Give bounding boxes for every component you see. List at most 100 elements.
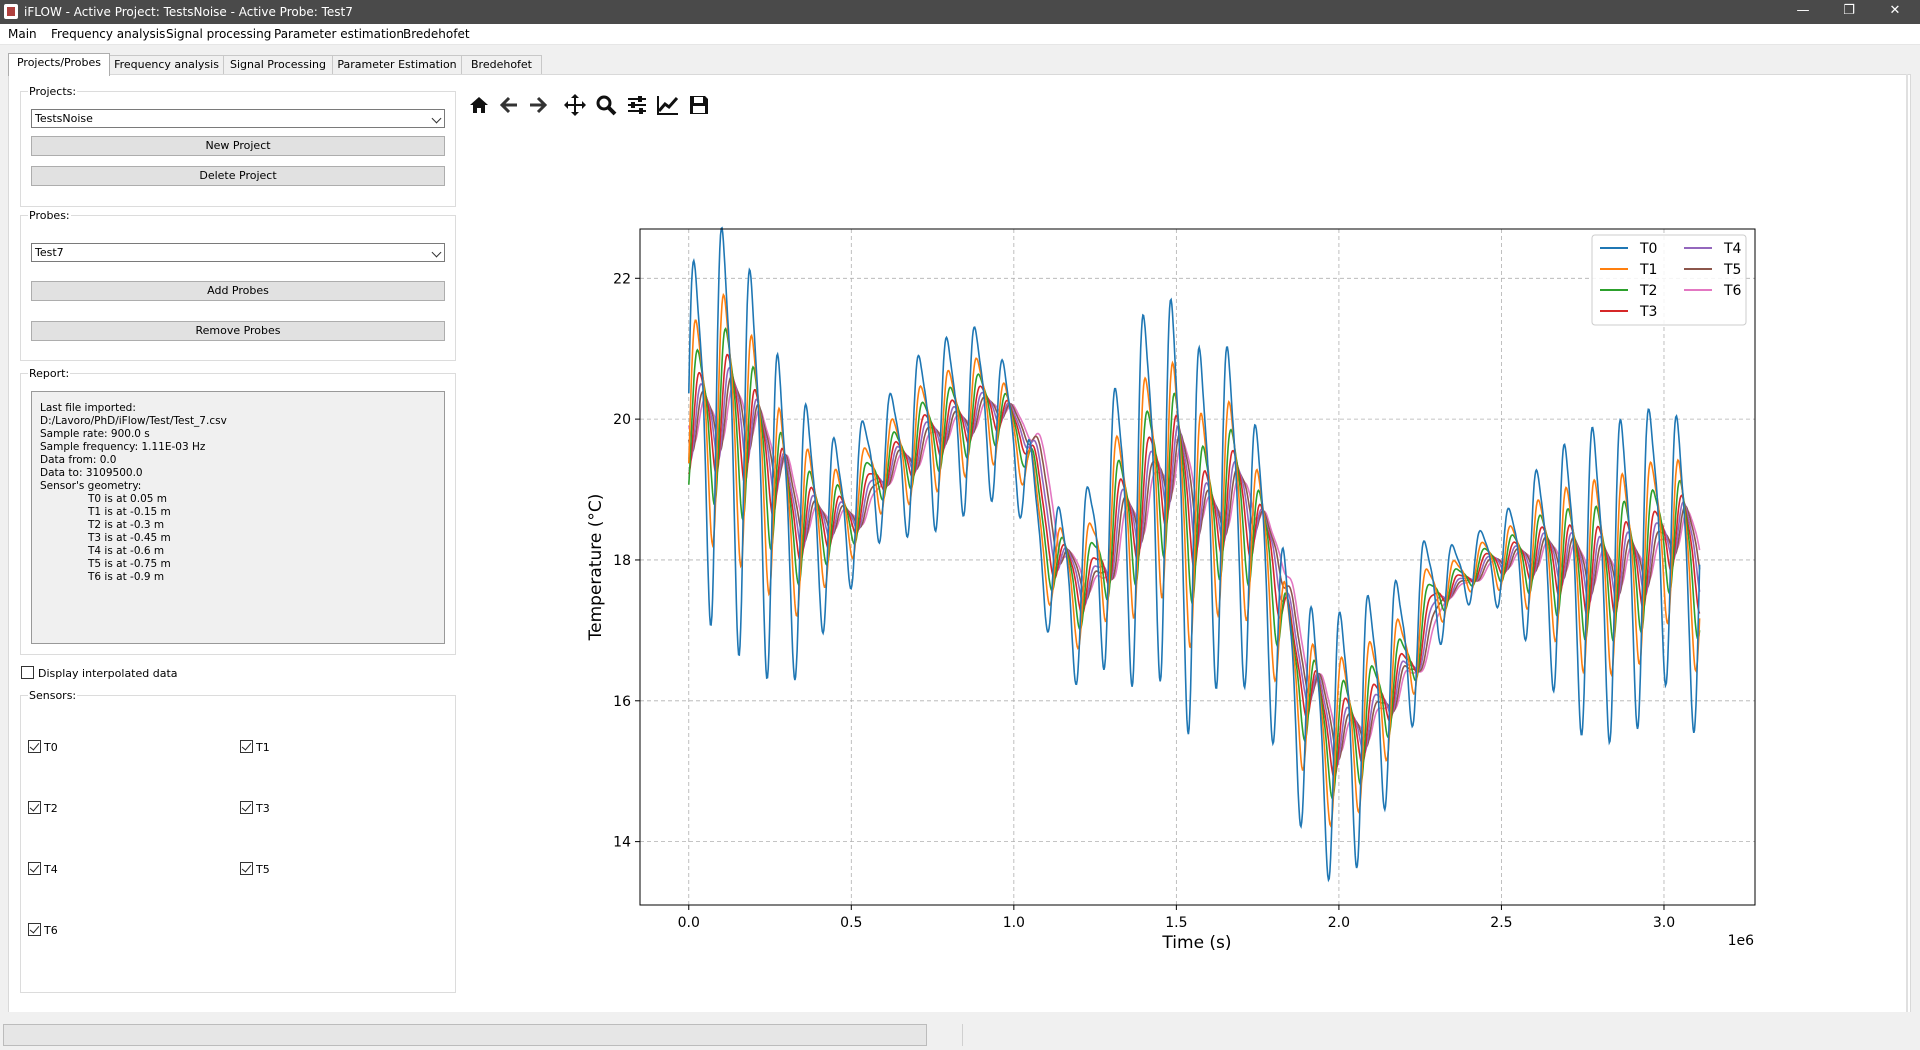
report-geometry-line: T2 is at -0.3 m — [88, 519, 165, 531]
app-icon — [4, 4, 18, 19]
menu-bredehofet[interactable]: Bredehofet — [403, 27, 470, 41]
y-tick-label: 20 — [613, 412, 631, 428]
tab-projects-probes[interactable]: Projects/Probes — [8, 53, 110, 76]
configure-subplots-button[interactable] — [624, 92, 650, 118]
report-line: Sample rate: 900.0 s — [40, 428, 150, 440]
legend-label-t5: T5 — [1723, 262, 1741, 278]
pan-button[interactable] — [562, 92, 588, 118]
title-bar: iFLOW - Active Project: TestsNoise - Act… — [0, 0, 1920, 24]
x-tick-label: 0.5 — [840, 915, 862, 931]
probes-group: Probes: Test7 Add Probes Remove Probes — [20, 209, 456, 361]
legend-label-t6: T6 — [1723, 283, 1742, 299]
zoom-icon — [596, 95, 617, 116]
x-tick-label: 1.0 — [1003, 915, 1025, 931]
sensor-t1-checkbox[interactable] — [240, 740, 253, 753]
status-separator — [962, 1024, 963, 1046]
plot-ticks: 0.0 0.5 1.0 1.5 2.0 2.5 3.0 14 16 18 20 22 — [613, 271, 1675, 931]
sensor-t6-label: T6 — [44, 924, 58, 937]
plot-frame — [639, 228, 1756, 906]
back-button[interactable] — [496, 92, 522, 118]
status-bar — [0, 1012, 1920, 1050]
series-line-t1 — [688, 292, 1701, 828]
plot-legend: T0 T1 T2 T3 T4 T5 T6 — [1591, 234, 1747, 326]
sensor-t5-label: T5 — [256, 863, 270, 876]
y-tick-label: 16 — [613, 694, 631, 710]
sensor-t1-label: T1 — [256, 741, 270, 754]
save-icon — [690, 96, 708, 114]
y-tick-label: 14 — [613, 835, 631, 851]
report-label: Report: — [28, 367, 71, 380]
sensors-group: Sensors: T0 T1 T2 T3 T4 T5 T6 — [20, 689, 456, 993]
sensor-t3-checkbox[interactable] — [240, 801, 253, 814]
maximize-button[interactable]: ❐ — [1843, 3, 1855, 18]
new-project-button[interactable]: New Project — [31, 136, 445, 156]
menu-frequency-analysis[interactable]: Frequency analysis — [51, 27, 166, 41]
sensor-t3-label: T3 — [256, 802, 270, 815]
x-tick-label: 1.5 — [1165, 915, 1187, 931]
sensor-t6-checkbox[interactable] — [28, 923, 41, 936]
window-title: iFLOW - Active Project: TestsNoise - Act… — [24, 5, 353, 19]
add-probes-button[interactable]: Add Probes — [31, 281, 445, 301]
project-selected-value: TestsNoise — [35, 112, 93, 125]
probe-selected-value: Test7 — [35, 246, 64, 259]
home-button[interactable] — [466, 92, 492, 118]
projects-group: Projects: TestsNoise New Project Delete … — [20, 85, 456, 207]
report-geometry-line: T6 is at -0.9 m — [88, 571, 165, 583]
tab-parameter-estimation[interactable]: Parameter Estimation — [332, 55, 462, 75]
report-line: Sensor's geometry: — [40, 480, 142, 492]
report-geometry-line: T3 is at -0.45 m — [88, 532, 171, 544]
report-line: Data from: 0.0 — [40, 454, 117, 466]
edit-axis-icon — [657, 96, 679, 115]
forward-button[interactable] — [525, 92, 551, 118]
x-tick-label: 2.5 — [1490, 915, 1512, 931]
save-button[interactable] — [686, 92, 712, 118]
panel-edge — [1906, 74, 1908, 1012]
legend-label-t3: T3 — [1639, 304, 1657, 320]
report-geometry-line: T4 is at -0.6 m — [88, 545, 165, 557]
remove-probes-button[interactable]: Remove Probes — [31, 321, 445, 341]
back-arrow-icon — [499, 96, 517, 114]
probe-combobox[interactable]: Test7 — [31, 243, 445, 262]
x-axis-offset: 1e6 — [1728, 933, 1755, 949]
x-tick-label: 2.0 — [1328, 915, 1350, 931]
sensor-t5-checkbox[interactable] — [240, 862, 253, 875]
sensor-t0-checkbox[interactable] — [28, 740, 41, 753]
report-geometry-line: T1 is at -0.15 m — [88, 506, 171, 518]
menu-bar: Main Frequency analysis Signal processin… — [0, 24, 1920, 45]
report-group: Report: Last file imported: D:/Lavoro/Ph… — [20, 367, 456, 655]
menu-signal-processing[interactable]: Signal processing — [166, 27, 272, 41]
sensor-t4-checkbox[interactable] — [28, 862, 41, 875]
tab-bredehofet[interactable]: Bredehofet — [461, 55, 542, 75]
menu-main[interactable]: Main — [8, 27, 37, 41]
report-textbox[interactable]: Last file imported: D:/Lavoro/PhD/iFlow/… — [31, 391, 445, 644]
display-interpolated-label: Display interpolated data — [38, 667, 178, 680]
sensor-t2-label: T2 — [44, 802, 58, 815]
edit-axis-button[interactable] — [655, 92, 681, 118]
projects-label: Projects: — [28, 85, 78, 98]
temperature-plot[interactable]: 0.0 0.5 1.0 1.5 2.0 2.5 3.0 14 16 18 20 22 Time (s)… — [0, 0, 1920, 1012]
report-geometry-line: T5 is at -0.75 m — [88, 558, 171, 570]
project-combobox[interactable]: TestsNoise — [31, 109, 445, 128]
sensor-t2-checkbox[interactable] — [28, 801, 41, 814]
report-geometry-line: T0 is at 0.05 m — [88, 493, 167, 505]
x-tick-label: 3.0 — [1653, 915, 1675, 931]
forward-arrow-icon — [530, 96, 548, 114]
menu-parameter-estimation[interactable]: Parameter estimation — [274, 27, 404, 41]
zoom-button[interactable] — [593, 92, 619, 118]
sensor-t4-label: T4 — [44, 863, 58, 876]
legend-label-t0: T0 — [1639, 241, 1657, 257]
tab-frequency-analysis[interactable]: Frequency analysis — [109, 55, 224, 75]
y-tick-label: 22 — [613, 271, 631, 287]
y-axis-label: Temperature (°C) — [586, 494, 606, 642]
minimize-button[interactable]: — — [1796, 3, 1810, 18]
tab-signal-processing[interactable]: Signal Processing — [223, 55, 333, 75]
legend-label-t2: T2 — [1639, 283, 1657, 299]
delete-project-button[interactable]: Delete Project — [31, 166, 445, 186]
legend-label-t4: T4 — [1723, 241, 1742, 257]
report-line: Last file imported: — [40, 402, 136, 414]
probes-label: Probes: — [28, 209, 71, 222]
configure-subplots-icon — [628, 96, 646, 114]
display-interpolated-checkbox[interactable] — [21, 666, 34, 679]
close-button[interactable]: ✕ — [1889, 3, 1901, 18]
x-tick-label: 0.0 — [678, 915, 700, 931]
